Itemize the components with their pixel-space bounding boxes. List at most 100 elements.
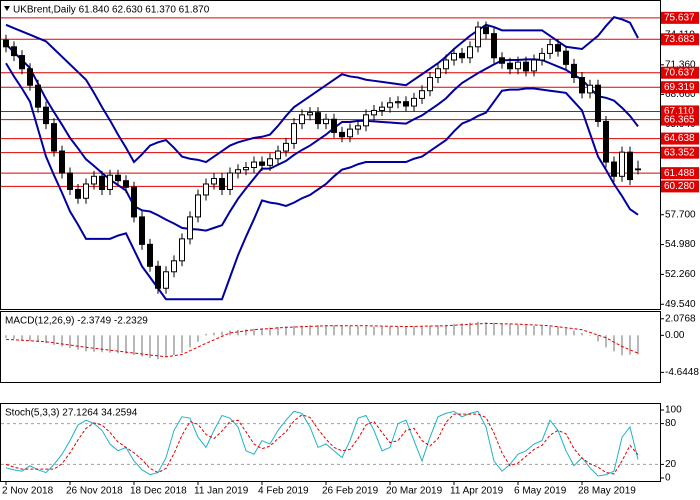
y-tick-label: 0.00 <box>665 330 685 341</box>
y-tick-label: 49.540 <box>665 299 696 310</box>
histogram-bar <box>157 335 159 360</box>
candle-body <box>611 161 617 177</box>
candle-body <box>275 150 281 160</box>
histogram-bar <box>469 322 471 336</box>
candle-body <box>483 26 489 35</box>
candle-body <box>475 26 481 48</box>
histogram-bar <box>397 326 399 336</box>
x-tick-label: 6 May 2019 <box>514 486 567 497</box>
histogram-bar <box>197 335 199 342</box>
candle-body <box>491 33 497 59</box>
histogram-bar <box>421 325 423 336</box>
x-tick-label: 26 Feb 2019 <box>322 486 379 497</box>
indicator-line <box>5 413 639 475</box>
histogram-bar <box>69 335 71 349</box>
histogram-bar <box>181 335 183 353</box>
histogram-bar <box>285 326 287 336</box>
histogram-bar <box>5 335 7 338</box>
candle-body <box>3 39 9 48</box>
level-label-box <box>661 11 699 24</box>
level-label: 75.637 <box>664 13 695 24</box>
histogram-bar <box>133 335 135 356</box>
candle-body <box>411 97 417 107</box>
candle-body <box>403 101 409 107</box>
histogram-bar <box>429 325 431 336</box>
candle-body <box>523 61 529 72</box>
candle-body <box>451 52 457 61</box>
candle-body <box>19 55 25 70</box>
histogram-bar <box>205 333 207 336</box>
histogram-bar <box>261 328 263 336</box>
candle-body <box>147 243 153 267</box>
candle-body <box>515 61 521 70</box>
candle-body <box>331 118 337 133</box>
candle-body <box>83 183 89 199</box>
histogram-bar <box>541 326 543 336</box>
candle-body <box>347 128 353 138</box>
histogram-bar <box>93 335 95 352</box>
histogram-bar <box>485 322 487 336</box>
bollinger-band <box>5 16 639 164</box>
histogram-bar <box>213 332 215 336</box>
candle-body <box>179 238 185 262</box>
candle-body <box>619 151 625 177</box>
candle-body <box>547 44 553 54</box>
candle-body <box>251 161 257 169</box>
histogram-bar <box>349 325 351 336</box>
x-tick-label: 26 Nov 2018 <box>66 486 123 497</box>
histogram-bar <box>309 325 311 336</box>
histogram-bar <box>525 325 527 336</box>
histogram-bar <box>453 324 455 336</box>
candle-body <box>571 63 577 79</box>
candle-body <box>203 183 209 196</box>
histogram-bar <box>637 335 639 355</box>
histogram-bar <box>45 335 47 344</box>
candle-body <box>115 174 121 182</box>
y-tick-label: 52.260 <box>665 269 696 280</box>
histogram-bar <box>573 330 575 336</box>
histogram-bar <box>61 335 63 347</box>
histogram-bar <box>317 325 319 336</box>
indicator-line <box>5 322 639 358</box>
histogram-bar <box>493 322 495 336</box>
histogram-bar <box>565 328 567 336</box>
histogram-bar <box>237 329 239 336</box>
level-label: 63.352 <box>664 147 695 158</box>
candle-body <box>27 68 33 86</box>
histogram-bar <box>517 324 519 336</box>
histogram-bar <box>277 326 279 336</box>
candle-body <box>427 77 433 92</box>
histogram-bar <box>325 324 327 336</box>
histogram-bar <box>445 324 447 336</box>
candle-body <box>539 52 545 61</box>
level-label: 60.280 <box>664 181 695 192</box>
histogram-bar <box>461 323 463 336</box>
histogram-bar <box>109 335 111 353</box>
x-tick-label: 2 Nov 2018 <box>2 486 54 497</box>
level-label: 64.638 <box>664 133 695 144</box>
y-tick-label: 57.700 <box>665 209 696 220</box>
level-label-box <box>661 113 699 126</box>
candle-body <box>171 260 177 273</box>
candle-body <box>419 90 425 99</box>
y-tick-label: 2.0768 <box>665 313 696 324</box>
panel-title: Stoch(5,3,3) 27.1264 34.2594 <box>5 408 138 419</box>
candle-body <box>299 114 305 125</box>
panel-frame <box>0 0 661 310</box>
candle-body <box>579 77 585 94</box>
candle-body <box>163 271 169 289</box>
candle-body <box>11 46 17 57</box>
histogram-bar <box>229 330 231 336</box>
histogram-bar <box>405 326 407 336</box>
histogram-bar <box>389 326 391 336</box>
histogram-bar <box>365 326 367 336</box>
candle-body <box>371 109 377 116</box>
candle-body <box>99 175 105 190</box>
level-label: 73.683 <box>664 34 695 45</box>
candle-body <box>227 172 233 190</box>
histogram-bar <box>413 326 415 336</box>
candle-body <box>635 168 641 171</box>
histogram-bar <box>165 335 167 358</box>
panel-title: MACD(12,26,9) -2.3749 -2.2329 <box>5 316 148 327</box>
